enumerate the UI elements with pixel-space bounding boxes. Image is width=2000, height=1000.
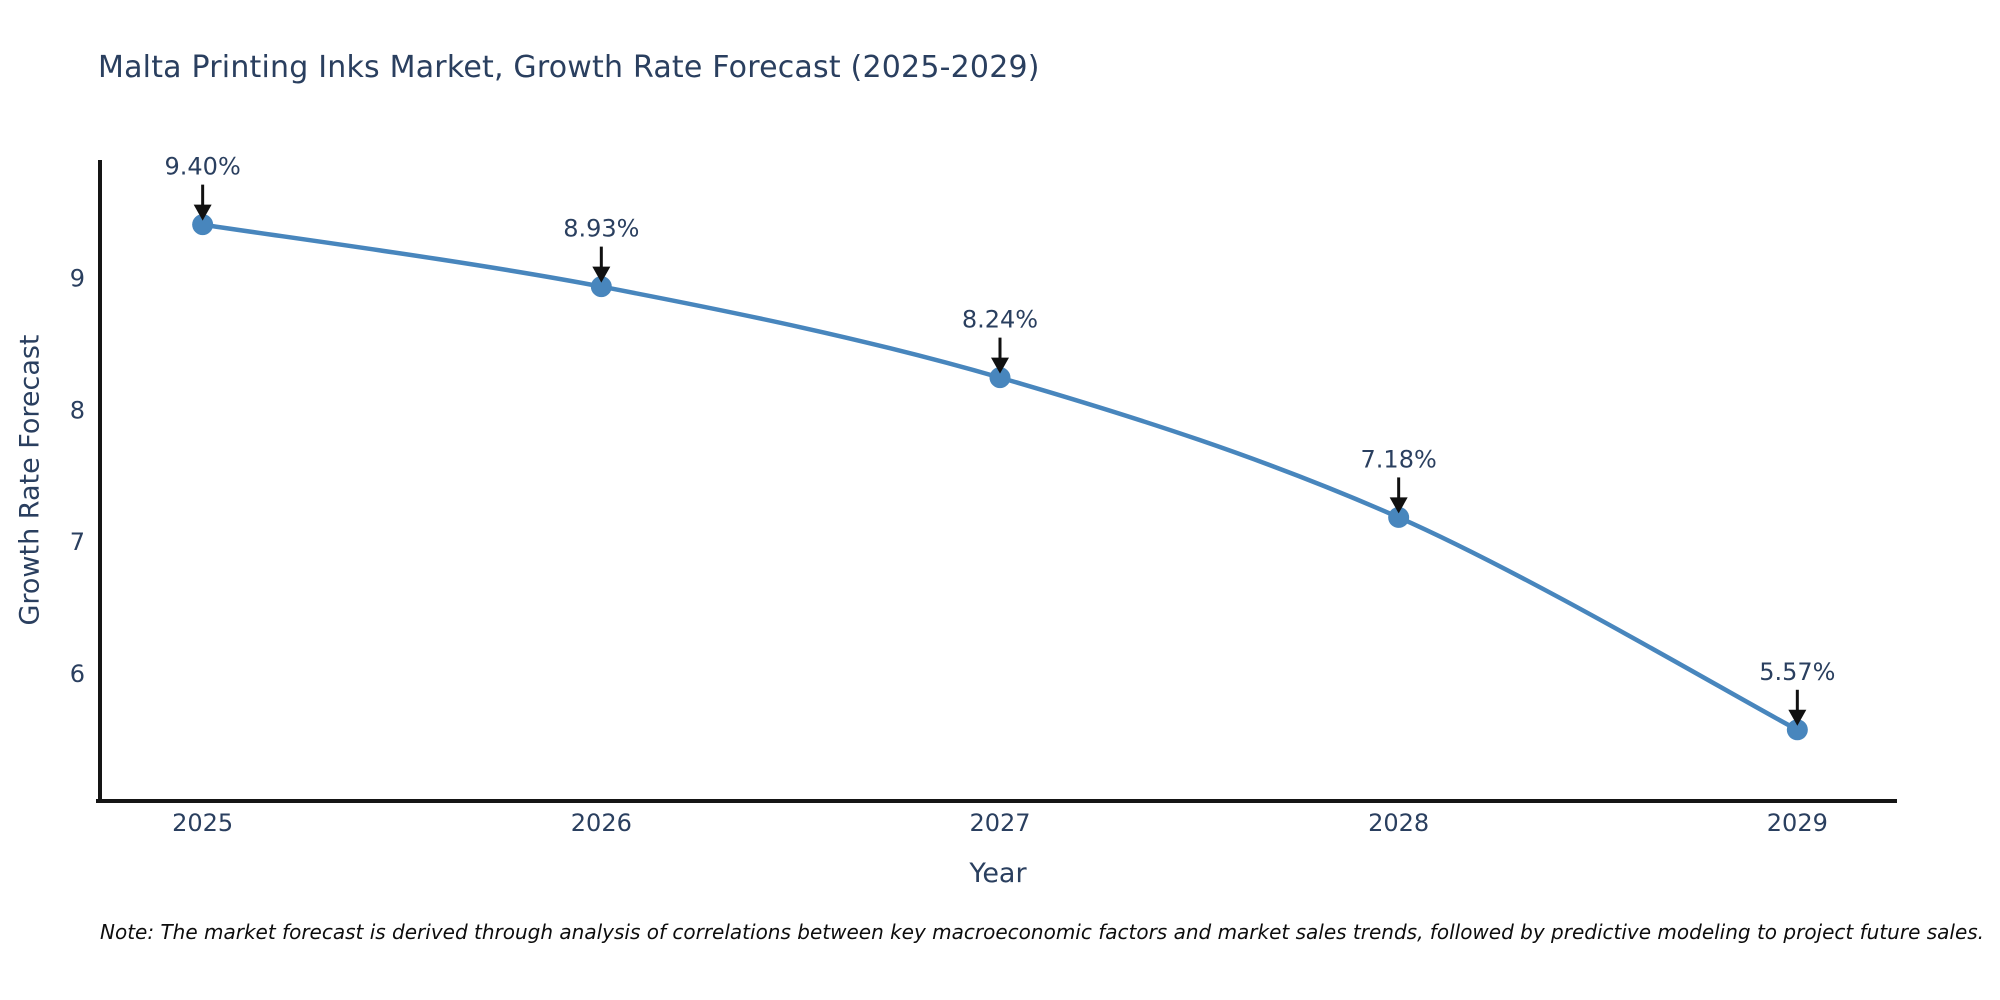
annotation-arrowhead: [193, 204, 212, 221]
y-tick-label: 9: [70, 264, 85, 292]
data-point-marker: [1388, 506, 1410, 528]
annotation-arrowhead: [990, 357, 1009, 374]
y-tick-label: 7: [70, 528, 85, 556]
x-tick-label: 2029: [1767, 809, 1828, 837]
chart-title: Malta Printing Inks Market, Growth Rate …: [98, 50, 1040, 85]
footnote: Note: The market forecast is derived thr…: [100, 920, 1985, 944]
x-axis-title: Year: [969, 858, 1027, 889]
x-tick-label: 2027: [969, 809, 1030, 837]
annotation-label: 8.24%: [962, 306, 1038, 334]
data-point-marker: [1786, 719, 1808, 741]
data-point-marker: [590, 276, 612, 298]
y-tick-label: 6: [70, 660, 85, 688]
x-tick-label: 2026: [571, 809, 632, 837]
annotation-arrowhead: [1788, 709, 1807, 726]
annotation-label: 5.57%: [1759, 658, 1835, 686]
annotation-label: 9.40%: [165, 153, 241, 181]
trend-line: [200, 222, 1800, 733]
annotation-label: 7.18%: [1361, 445, 1437, 473]
y-axis-title: Growth Rate Forecast: [14, 334, 46, 626]
x-tick-label: 2028: [1368, 809, 1429, 837]
data-point-marker: [192, 214, 214, 236]
x-tick-label: 2025: [172, 809, 233, 837]
annotation-label: 8.93%: [563, 215, 639, 243]
y-tick-label: 8: [70, 396, 85, 424]
annotation-arrowhead: [1389, 497, 1408, 514]
annotation-arrowhead: [592, 266, 611, 283]
data-point-marker: [989, 367, 1011, 389]
